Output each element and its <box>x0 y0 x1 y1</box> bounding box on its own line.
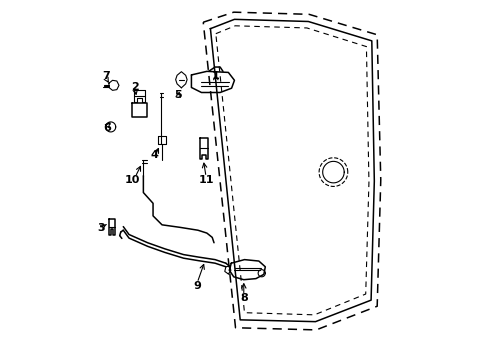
Text: 11: 11 <box>199 175 214 185</box>
Text: 2: 2 <box>131 82 139 92</box>
Text: 4: 4 <box>150 150 158 160</box>
Text: 6: 6 <box>103 123 111 133</box>
Text: 1: 1 <box>211 71 219 81</box>
Text: 9: 9 <box>193 281 201 291</box>
Text: 5: 5 <box>174 90 182 100</box>
Text: 3: 3 <box>97 224 104 233</box>
Text: 10: 10 <box>124 175 140 185</box>
Text: 8: 8 <box>240 293 247 303</box>
Text: 7: 7 <box>102 71 110 81</box>
